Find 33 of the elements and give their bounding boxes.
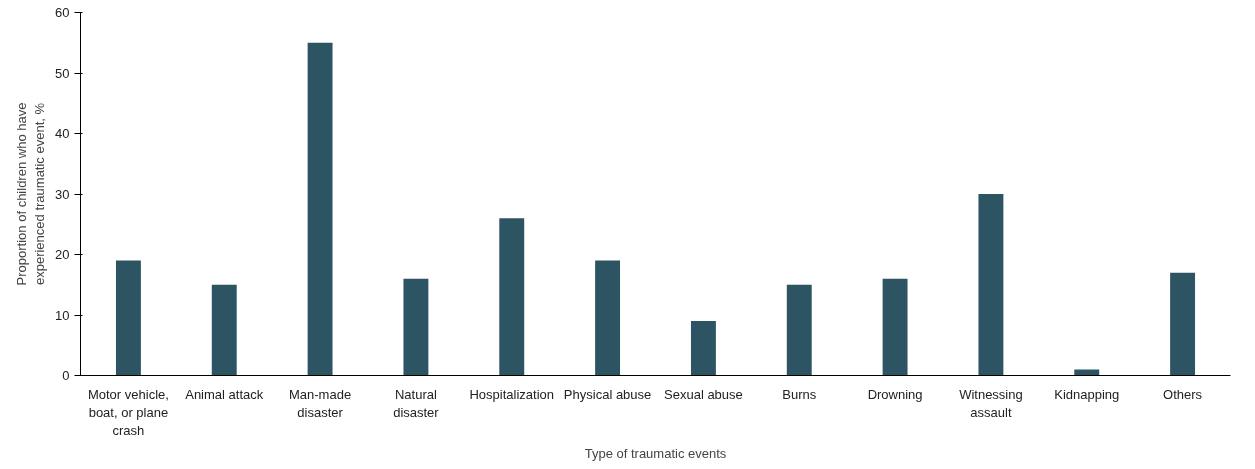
x-tick-label: Animal attack <box>185 386 264 402</box>
y-tick-label: 10 <box>55 307 70 323</box>
y-tick-label: 40 <box>55 126 70 141</box>
x-tick-label: Physical abuse <box>563 386 652 402</box>
x-tick-label: Witnessing assault <box>959 386 1023 420</box>
bar <box>1074 369 1100 376</box>
x-tick-label: Others <box>1163 386 1203 402</box>
y-tick-label: 0 <box>62 368 70 383</box>
bar <box>595 260 621 376</box>
bar <box>1170 272 1196 376</box>
y-tick-label: 20 <box>55 247 70 262</box>
bar <box>499 218 525 376</box>
x-tick-label: Natural disaster <box>393 386 440 420</box>
y-tick-label: 50 <box>55 65 70 81</box>
bar <box>115 260 141 376</box>
y-tick-label: 30 <box>55 186 70 202</box>
bar <box>403 278 429 376</box>
x-tick-label: Sexual abuse <box>664 386 743 402</box>
y-axis-title: Proportion of children who have experienced traumatic event, % <box>14 102 48 286</box>
bar <box>690 321 716 376</box>
x-tick-label: Hospitalization <box>469 386 555 402</box>
y-tick-label: 60 <box>55 5 70 20</box>
bar <box>882 278 908 376</box>
x-tick-label: Burns <box>782 386 817 402</box>
bar <box>978 194 1004 376</box>
x-tick-label: Drowning <box>867 386 923 402</box>
x-tick-label: Man-made disaster <box>289 386 352 420</box>
bar <box>307 42 333 376</box>
x-axis-title: Type of traumatic events <box>584 445 727 461</box>
x-tick-label: Motor vehicle, boat, or plane crash <box>87 386 169 438</box>
bar <box>211 284 237 376</box>
bar <box>786 284 812 376</box>
x-tick-label: Kidnapping <box>1054 386 1120 402</box>
